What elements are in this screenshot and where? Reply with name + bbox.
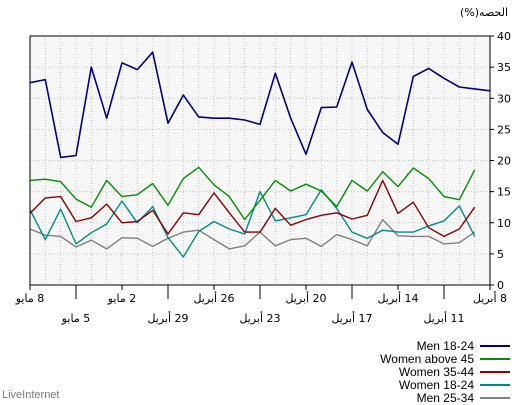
grid <box>30 36 490 285</box>
x-tick-label: 8 أبريل <box>473 291 507 305</box>
x-tick-label: 2 مايو <box>107 292 136 305</box>
legend-swatch-men-18-24 <box>480 344 510 347</box>
legend-item: Women 18-24 <box>380 377 510 392</box>
brand-logo: LiveInternet <box>2 389 60 401</box>
y-tick-label: 30 <box>497 92 511 105</box>
y-axis-ticks: 0 5 10 15 20 25 30 35 40 <box>490 30 511 292</box>
x-axis-ticks: 8 مايو 5 مايو 2 مايو 29 أبريل 26 أبريل 23 أبر… <box>15 285 507 325</box>
series-line-men-25-34 <box>29 218 476 250</box>
x-tick-label: 20 أبريل <box>285 291 326 305</box>
legend-label-men-25-34: Men 25-34 <box>416 390 474 405</box>
y-tick-label: 20 <box>497 155 511 168</box>
legend-swatch-women-35-44 <box>480 370 510 373</box>
series-line-women-18-24 <box>29 189 476 258</box>
legend-item: Men 18-24 <box>380 338 510 353</box>
legend-label-women-above-45: Women above 45 <box>380 351 474 366</box>
y-tick-label: 15 <box>497 186 511 199</box>
x-tick-label: 11 أبريل <box>423 311 464 325</box>
legend-item: Men 25-34 <box>380 390 510 405</box>
series-line-men-18-24 <box>29 51 491 159</box>
legend-label-men-18-24: Men 18-24 <box>416 338 474 353</box>
y-tick-label: 40 <box>497 30 511 43</box>
y-tick-label: 5 <box>497 248 504 261</box>
x-tick-label: 29 أبريل <box>147 311 188 325</box>
legend-item: Women above 45 <box>380 351 510 366</box>
legend-label-women-35-44: Women 35-44 <box>398 364 474 379</box>
x-tick-label: 14 أبريل <box>377 291 418 305</box>
series-line-women-above-45 <box>29 166 476 221</box>
x-tick-label: 5 مايو <box>61 312 90 325</box>
y-axis-unit-label: الحصه(%) <box>460 6 508 19</box>
x-tick-label: 26 أبريل <box>193 291 234 305</box>
legend-item: Women 35-44 <box>380 364 510 379</box>
series-layer <box>29 51 491 258</box>
x-tick-label: 17 أبريل <box>331 311 372 325</box>
legend-swatch-men-25-34 <box>480 396 510 399</box>
legend-swatch-women-18-24 <box>480 383 510 386</box>
y-tick-label: 10 <box>497 217 511 230</box>
legend-label-women-18-24: Women 18-24 <box>398 377 474 392</box>
x-tick-label: 23 أبريل <box>239 311 280 325</box>
legend: Men 18-24 Women above 45 Women 35-44 Wom… <box>380 338 510 405</box>
legend-swatch-women-above-45 <box>480 357 510 360</box>
y-tick-label: 35 <box>497 61 511 74</box>
y-tick-label: 25 <box>497 123 511 136</box>
series-line-women-35-44 <box>29 179 476 238</box>
y-tick-label: 0 <box>497 279 504 292</box>
x-tick-label: 8 مايو <box>15 292 44 305</box>
